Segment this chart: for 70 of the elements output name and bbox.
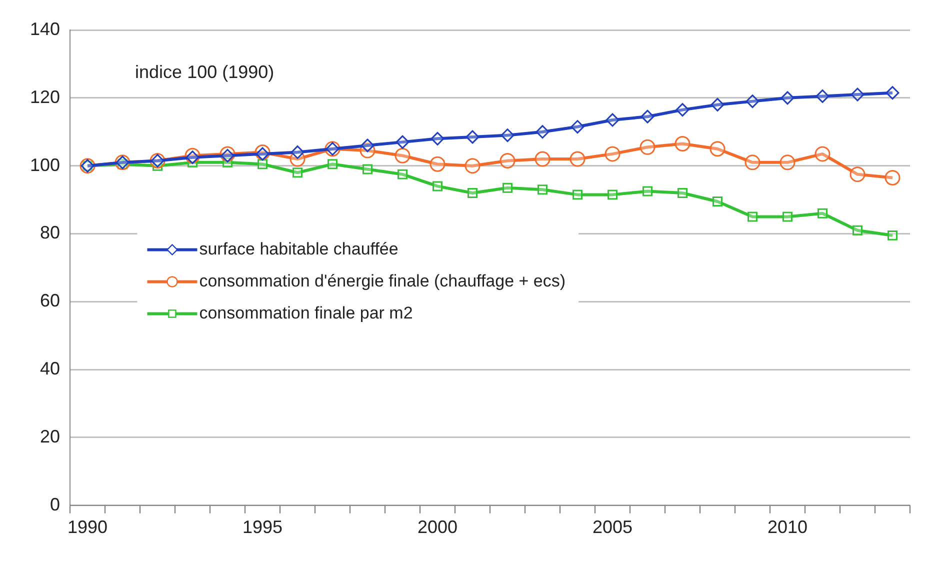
point: [604, 146, 620, 162]
point: [468, 188, 478, 198]
point: [290, 145, 304, 159]
point: [398, 169, 408, 180]
y-tick-label: 20: [40, 426, 60, 446]
point: [360, 138, 374, 152]
point: [780, 91, 794, 105]
point: [710, 98, 724, 112]
point: [396, 135, 410, 149]
point: [430, 132, 444, 146]
point: [818, 208, 828, 218]
point: [782, 212, 792, 222]
point: [608, 190, 618, 200]
point: [534, 151, 550, 167]
point: [884, 170, 900, 186]
point: [678, 188, 688, 198]
point: [676, 103, 690, 117]
point: [850, 166, 866, 182]
point: [430, 156, 446, 172]
point: [850, 88, 864, 102]
point: [816, 89, 830, 103]
point: [328, 159, 338, 170]
point: [536, 125, 550, 139]
x-tick-label: 2005: [592, 517, 633, 538]
annotation: indice 100 (1990): [135, 62, 274, 82]
x-tick-label: 1990: [68, 517, 108, 538]
point: [570, 120, 584, 134]
point: [640, 110, 654, 124]
point: [570, 151, 586, 167]
y-tick-label: 0: [50, 494, 60, 514]
point: [362, 164, 373, 174]
point: [466, 130, 480, 144]
point: [464, 158, 480, 174]
point: [748, 212, 758, 222]
y-tick-label: 60: [40, 290, 60, 311]
x-tick-label: 2000: [417, 517, 458, 538]
point: [500, 128, 514, 142]
point: [186, 150, 200, 164]
point: [258, 159, 268, 170]
point: [712, 196, 722, 206]
y-tick-label: 40: [40, 358, 60, 379]
y-tick-label: 120: [30, 86, 60, 107]
point: [606, 113, 620, 127]
point: [746, 94, 760, 108]
point: [780, 154, 796, 170]
point: [502, 182, 513, 193]
y-tick-label: 140: [30, 18, 60, 39]
point: [852, 225, 862, 236]
legend-label: surface habitable chauffée: [199, 239, 398, 258]
point: [642, 186, 653, 196]
point: [292, 168, 303, 178]
point: [814, 146, 830, 162]
point: [256, 147, 270, 161]
point: [572, 190, 583, 200]
point: [394, 148, 410, 164]
point: [886, 86, 900, 100]
point: [538, 184, 548, 195]
point: [674, 136, 690, 152]
x-tick-label: 2010: [767, 517, 808, 538]
legend-label: consommation d'énergie finale (chauffage + ecs): [199, 271, 566, 290]
point: [500, 152, 516, 168]
point: [432, 181, 443, 192]
y-tick-label: 80: [40, 222, 60, 243]
point: [888, 230, 898, 240]
x-tick-label: 1995: [242, 517, 283, 538]
y-tick-label: 100: [30, 154, 60, 175]
point: [640, 139, 656, 155]
point: [744, 154, 760, 170]
point: [710, 141, 726, 157]
legend-label: consommation finale par m2: [199, 303, 413, 322]
